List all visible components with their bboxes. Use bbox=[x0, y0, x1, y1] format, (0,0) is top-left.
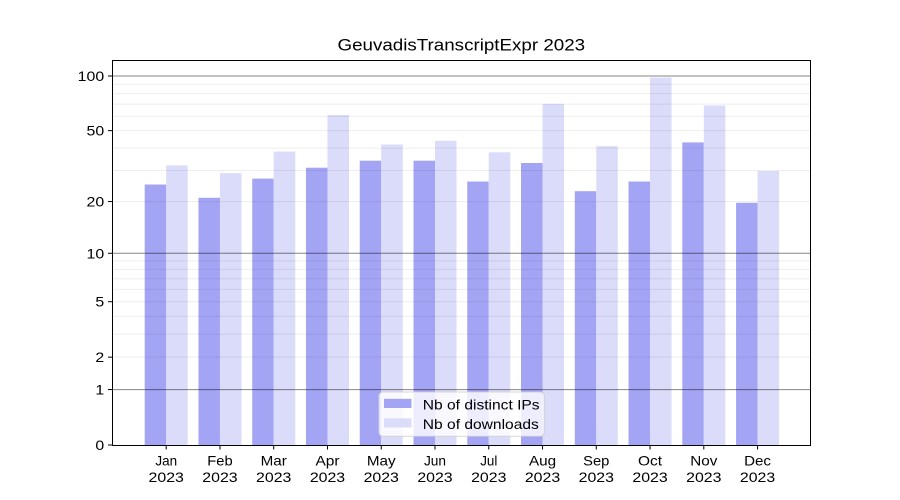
svg-text:Feb: Feb bbox=[207, 453, 233, 469]
svg-text:50: 50 bbox=[87, 123, 105, 139]
svg-text:2023: 2023 bbox=[740, 469, 776, 485]
svg-text:100: 100 bbox=[78, 68, 105, 84]
svg-text:10: 10 bbox=[87, 245, 105, 261]
svg-text:Sep: Sep bbox=[583, 453, 609, 469]
svg-text:Apr: Apr bbox=[315, 453, 339, 469]
svg-text:Mar: Mar bbox=[261, 453, 288, 469]
svg-text:2023: 2023 bbox=[579, 469, 615, 485]
svg-text:2: 2 bbox=[95, 349, 104, 365]
svg-text:Nb of distinct IPs: Nb of distinct IPs bbox=[423, 396, 540, 412]
svg-text:Nov: Nov bbox=[690, 453, 717, 469]
svg-text:Nb of downloads: Nb of downloads bbox=[423, 416, 539, 432]
svg-text:2023: 2023 bbox=[202, 469, 238, 485]
svg-text:2023: 2023 bbox=[256, 469, 292, 485]
svg-text:GeuvadisTranscriptExpr 2023: GeuvadisTranscriptExpr 2023 bbox=[338, 36, 586, 55]
svg-text:2023: 2023 bbox=[149, 469, 185, 485]
svg-text:2023: 2023 bbox=[310, 469, 346, 485]
svg-text:2023: 2023 bbox=[632, 469, 668, 485]
svg-text:20: 20 bbox=[87, 194, 105, 210]
svg-text:Jan: Jan bbox=[155, 453, 177, 469]
svg-text:2023: 2023 bbox=[471, 469, 507, 485]
svg-text:2023: 2023 bbox=[525, 469, 561, 485]
svg-text:2023: 2023 bbox=[364, 469, 400, 485]
svg-text:5: 5 bbox=[95, 294, 104, 310]
svg-text:Oct: Oct bbox=[638, 453, 662, 469]
svg-text:2023: 2023 bbox=[686, 469, 722, 485]
svg-text:Jul: Jul bbox=[480, 453, 497, 469]
svg-text:1: 1 bbox=[95, 382, 104, 398]
svg-text:Aug: Aug bbox=[529, 453, 556, 469]
svg-text:Dec: Dec bbox=[744, 453, 771, 469]
svg-text:2023: 2023 bbox=[417, 469, 453, 485]
svg-text:May: May bbox=[367, 453, 396, 469]
svg-text:Jun: Jun bbox=[424, 453, 446, 469]
svg-text:0: 0 bbox=[95, 437, 104, 453]
